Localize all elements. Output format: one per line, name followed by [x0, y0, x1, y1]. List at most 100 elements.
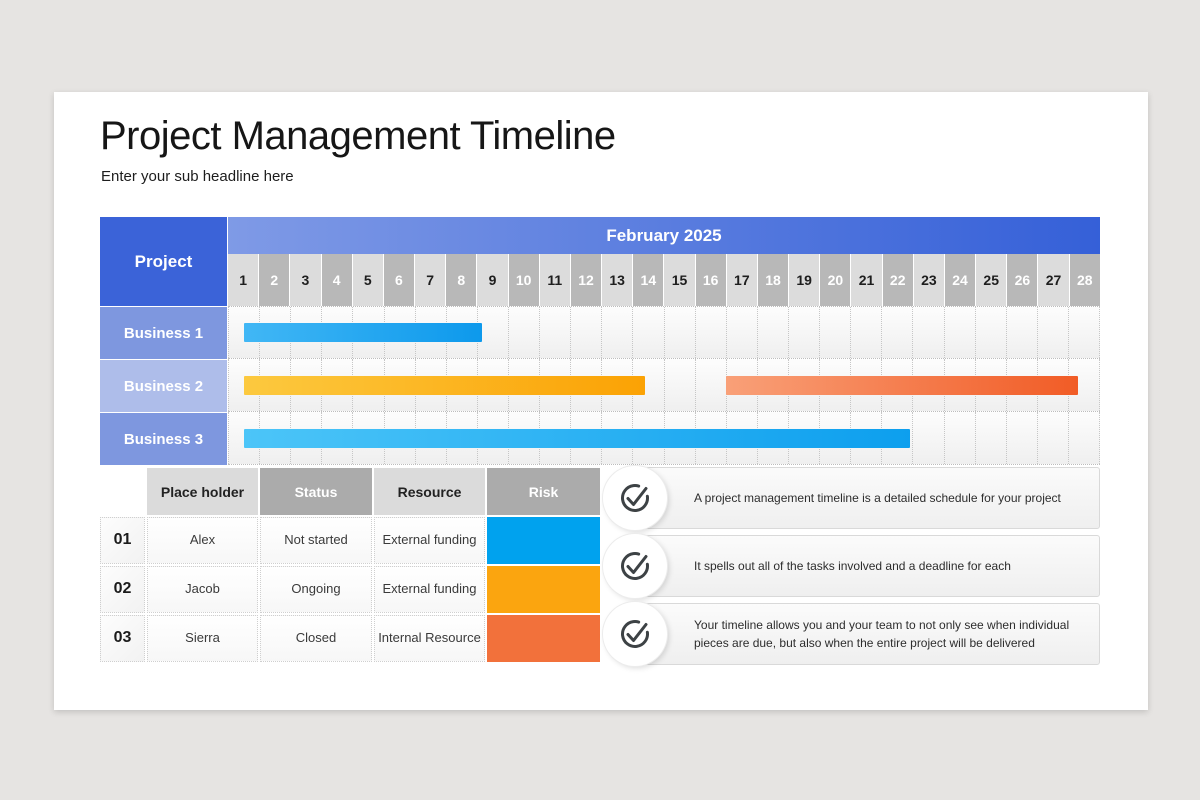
column-header-place-holder: Place holder [147, 468, 258, 515]
day-header-row: 1 2 3 4 5 6 7 8 9 10 11 12 13 14 15 16 17 18 19 20 21 22 23 24 2… [228, 254, 1100, 306]
column-header-status: Status [260, 468, 372, 515]
gantt-grid-cell [508, 307, 541, 358]
column-header-risk: Risk [487, 468, 600, 515]
day-cell-18: 18 [757, 254, 789, 306]
day-cell-24: 24 [944, 254, 976, 306]
note-card: It spells out all of the tasks involved … [640, 535, 1100, 597]
gantt-grid-cell [695, 307, 727, 358]
gantt-grid-cell [695, 359, 727, 411]
row-number: 02 [100, 566, 145, 613]
day-cell-12: 12 [570, 254, 602, 306]
day-cell-9: 9 [477, 254, 508, 306]
gantt-grid-cell [851, 307, 883, 358]
gantt-row-label: Business 1 [100, 306, 228, 359]
gantt-grid-cell [1006, 412, 1038, 464]
day-cell-15: 15 [664, 254, 695, 306]
day-cell-8: 8 [446, 254, 477, 306]
day-cell-23: 23 [913, 254, 944, 306]
cell-resource: Internal Resource [374, 615, 485, 662]
gantt-bars [228, 306, 1100, 465]
gantt-grid-cell [1006, 307, 1038, 358]
day-cell-11: 11 [539, 254, 570, 306]
day-cell-19: 19 [789, 254, 820, 306]
day-cell-16: 16 [695, 254, 726, 306]
cell-status: Closed [260, 615, 372, 662]
day-cell-13: 13 [602, 254, 633, 306]
gantt-grid-cell [1068, 412, 1101, 464]
gantt-grid-cell [1068, 307, 1101, 358]
gantt-task-bar [243, 376, 646, 395]
column-header-resource: Resource [374, 468, 485, 515]
day-cell-27: 27 [1038, 254, 1069, 306]
row-number: 03 [100, 615, 145, 662]
gantt-grid-cell [664, 359, 696, 411]
table-corner-spacer [100, 468, 145, 515]
day-cell-17: 17 [726, 254, 757, 306]
details-table: Place holder Status Resource Risk 01 Alex Not … [100, 468, 600, 662]
row-number: 01 [100, 517, 145, 564]
cell-risk-color [487, 615, 600, 662]
gantt-row-label: Business 3 [100, 412, 228, 465]
cell-risk-color [487, 517, 600, 564]
day-cell-6: 6 [383, 254, 415, 306]
check-circle-icon [621, 552, 649, 580]
gantt-grid-cell [882, 307, 914, 358]
day-cell-5: 5 [352, 254, 383, 306]
day-cell-26: 26 [1007, 254, 1038, 306]
gantt-grid-cell [1037, 307, 1069, 358]
note-check-badge [603, 602, 667, 666]
gantt-grid-cell [975, 307, 1007, 358]
gantt-grid-cell [1037, 412, 1069, 464]
gantt-chart: Project February 2025 1 2 3 4 5 6 7 8 9 10 11 12 13 1… [100, 217, 1101, 465]
gantt-grid-cell [602, 307, 634, 358]
page-subtitle: Enter your sub headline here [101, 168, 294, 185]
gantt-month-header: February 2025 [228, 217, 1100, 254]
gantt-row-label: Business 2 [100, 359, 228, 412]
note-text: A project management timeline is a detai… [694, 491, 1061, 505]
gantt-grid-cell [664, 307, 696, 358]
day-cell-3: 3 [290, 254, 321, 306]
gantt-task-bar [243, 429, 911, 448]
day-cell-14: 14 [633, 254, 664, 306]
day-cell-1: 1 [228, 254, 259, 306]
day-cell-22: 22 [882, 254, 913, 306]
check-circle-icon [621, 484, 649, 512]
cell-resource: External funding [374, 566, 485, 613]
cell-risk-color [487, 566, 600, 613]
check-circle-icon [621, 620, 649, 648]
note-text: Your timeline allows you and your team t… [694, 618, 1070, 650]
cell-resource: External funding [374, 517, 485, 564]
gantt-grid-cell [788, 307, 821, 358]
gantt-task-bar [243, 323, 482, 342]
day-cell-20: 20 [820, 254, 851, 306]
gantt-grid-cell [571, 307, 603, 358]
cell-status: Not started [260, 517, 372, 564]
day-cell-4: 4 [321, 254, 352, 306]
day-cell-28: 28 [1069, 254, 1100, 306]
cell-status: Ongoing [260, 566, 372, 613]
cell-place-holder: Alex [147, 517, 258, 564]
gantt-grid-cell [944, 412, 976, 464]
gantt-task-bar [726, 376, 1079, 395]
slide: Project Management Timeline Enter your s… [54, 92, 1148, 710]
gantt-grid-cell [477, 307, 509, 358]
note-check-badge [603, 466, 667, 530]
gantt-grid-cell [726, 307, 758, 358]
note-card: A project management timeline is a detai… [640, 467, 1100, 529]
gantt-grid-cell [820, 307, 852, 358]
gantt-grid-cell [913, 412, 945, 464]
note-text: It spells out all of the tasks involved … [694, 559, 1011, 573]
note-card: Your timeline allows you and your team t… [640, 603, 1100, 665]
gantt-grid-cell [913, 307, 945, 358]
day-cell-2: 2 [259, 254, 290, 306]
cell-place-holder: Sierra [147, 615, 258, 662]
gantt-grid-cell [757, 307, 789, 358]
note-check-badge [603, 534, 667, 598]
gantt-grid-cell [975, 412, 1007, 464]
gantt-grid-cell [540, 307, 572, 358]
cell-place-holder: Jacob [147, 566, 258, 613]
gantt-grid-cell [633, 307, 665, 358]
gantt-grid-cell [944, 307, 976, 358]
day-cell-10: 10 [508, 254, 539, 306]
page-title: Project Management Timeline [100, 114, 616, 158]
